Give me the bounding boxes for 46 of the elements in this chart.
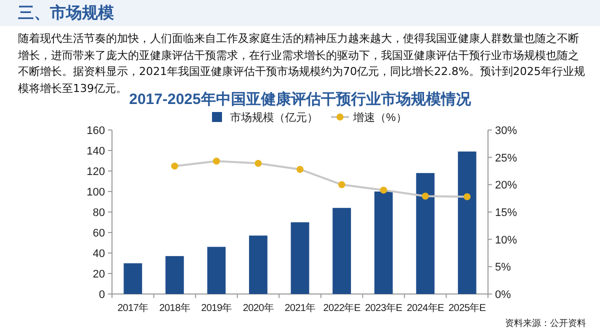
x-tick-label: 2024年E (406, 302, 445, 314)
bar (207, 246, 226, 294)
text: 三、市场规模 (18, 3, 114, 24)
point (254, 160, 262, 167)
y2-tick-label: 15% (495, 207, 518, 219)
legend-label: 增速（%） (352, 111, 407, 124)
y2-tick-label: 10% (495, 234, 518, 246)
x-tick-label: 2025年E (448, 302, 486, 314)
x-tick-label: 2019年 (201, 302, 232, 314)
bar (332, 208, 351, 294)
y-tick-label: 60 (92, 228, 105, 240)
bar (374, 192, 393, 294)
y-tick-label: 160 (86, 125, 105, 137)
x-tick-label: 2018年 (159, 302, 190, 314)
y-tick-label: 20 (92, 268, 105, 280)
y2-tick-label: 5% (495, 262, 512, 274)
y-tick-label: 140 (86, 146, 105, 158)
y2-tick-label: 0% (495, 289, 512, 301)
bar (458, 152, 476, 294)
y-tick-label: 100 (86, 186, 105, 198)
text: 资料来源：公开资料 (505, 318, 586, 330)
x-tick-label: 2020年 (242, 302, 274, 314)
y-tick-label: 0 (98, 289, 105, 301)
point (338, 181, 346, 188)
y2-tick-label: 25% (495, 152, 518, 164)
point (380, 186, 388, 194)
point (212, 158, 220, 165)
point (296, 166, 304, 173)
x-tick-label: 2017年 (118, 302, 149, 314)
y-tick-label: 80 (92, 207, 105, 219)
y2-tick-label: 30% (495, 125, 518, 137)
bar (416, 173, 435, 294)
y-tick-label: 120 (86, 166, 105, 178)
point (171, 162, 178, 170)
bar (165, 256, 184, 294)
x-tick-label: 2022年E (323, 302, 361, 314)
point (464, 193, 471, 200)
bar (124, 263, 142, 294)
point (422, 192, 429, 200)
bar (249, 236, 268, 294)
bar (290, 222, 310, 294)
y-tick-label: 40 (92, 248, 105, 260)
x-tick-label: 2023年E (364, 302, 403, 314)
legend-label: 市场规模（亿元） (230, 111, 318, 124)
y2-tick-label: 20% (495, 180, 518, 192)
x-tick-label: 2021年 (284, 302, 316, 314)
